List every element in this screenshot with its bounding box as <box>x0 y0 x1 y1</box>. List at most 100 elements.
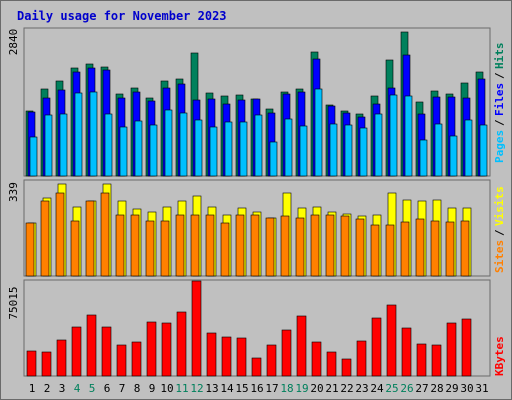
top-side-labels: Pages / Files / Hits <box>493 43 506 164</box>
top-axis-max-label: 2840 <box>7 29 20 56</box>
day-label-13: 13 <box>205 382 218 395</box>
day-label-4: 4 <box>74 382 81 395</box>
side-label-sep3: / <box>493 229 506 236</box>
sites-bar-20 <box>310 214 320 277</box>
pages-bar-23 <box>359 127 368 177</box>
sites-bar-27 <box>415 218 425 277</box>
kbytes-bar-25 <box>386 304 397 377</box>
kbytes-bar-29 <box>446 322 457 377</box>
chart-title: Daily usage for November 2023 <box>17 9 227 23</box>
kbytes-bar-16 <box>251 357 262 377</box>
sites-bar-28 <box>430 220 440 277</box>
kbytes-bar-27 <box>416 343 427 377</box>
day-label-22: 22 <box>340 382 353 395</box>
pages-bar-26 <box>404 95 413 177</box>
kbytes-bar-9 <box>146 321 157 377</box>
kbytes-bar-22 <box>341 358 352 377</box>
kbytes-bar-12 <box>191 280 202 377</box>
pages-bar-31 <box>479 124 488 177</box>
pages-bar-19 <box>299 125 308 177</box>
day-label-14: 14 <box>220 382 234 395</box>
day-label-3: 3 <box>59 382 66 395</box>
day-labels: 1 2 3 4 5 6 7 8 9 10 11 12 13 14 15 16 17 18 19 20 21 22 23 24 2… <box>29 382 489 395</box>
day-label-5: 5 <box>89 382 96 395</box>
side-label-sites: Sites <box>493 240 506 273</box>
kbytes-bar-8 <box>131 341 142 377</box>
day-label-16: 16 <box>250 382 263 395</box>
kbytes-bar-26 <box>401 327 412 377</box>
pages-bar-2 <box>44 114 53 177</box>
pages-bar-11 <box>179 112 188 177</box>
sites-bar-5 <box>85 200 95 277</box>
kbytes-bar-10 <box>161 322 172 377</box>
day-label-10: 10 <box>160 382 173 395</box>
kbytes-bar-18 <box>281 329 292 377</box>
sites-bar-9 <box>145 220 155 277</box>
day-label-23: 23 <box>355 382 368 395</box>
kbytes-bar-13 <box>206 332 217 377</box>
sites-bar-23 <box>355 218 365 277</box>
pages-bar-15 <box>239 121 248 177</box>
sites-bar-2 <box>40 200 50 277</box>
kbytes-bar-28 <box>431 344 442 377</box>
day-label-20: 20 <box>310 382 323 395</box>
sites-bar-8 <box>130 214 140 277</box>
sites-bar-16 <box>250 214 260 277</box>
mid-axis-max-label: 339 <box>7 182 20 202</box>
sites-bar-30 <box>460 220 470 277</box>
bot-axis-max-label: 75015 <box>7 286 20 319</box>
side-label-hits: Hits <box>493 43 506 70</box>
day-label-7: 7 <box>119 382 126 395</box>
day-label-19: 19 <box>295 382 308 395</box>
pages-bar-24 <box>374 113 383 177</box>
pages-bar-9 <box>149 124 158 177</box>
day-label-18: 18 <box>280 382 293 395</box>
day-label-26: 26 <box>400 382 413 395</box>
kbytes-bar-4 <box>71 326 82 377</box>
pages-bar-10 <box>164 109 173 177</box>
side-label-sep1: / <box>493 119 506 126</box>
side-label-sep2: / <box>493 72 506 79</box>
pages-bar-5 <box>89 91 98 177</box>
sites-bar-17 <box>265 217 275 277</box>
sites-bar-25 <box>385 224 395 277</box>
day-label-9: 9 <box>149 382 156 395</box>
kbytes-bar-7 <box>116 344 127 377</box>
day-label-24: 24 <box>370 382 384 395</box>
sites-bar-26 <box>400 221 410 277</box>
sites-bar-15 <box>235 214 245 277</box>
kbytes-bar-14 <box>221 336 232 377</box>
day-label-31: 31 <box>475 382 488 395</box>
kbytes-bar-21 <box>326 351 337 377</box>
pages-bar-18 <box>284 118 293 177</box>
day-label-1: 1 <box>29 382 36 395</box>
day-label-27: 27 <box>415 382 428 395</box>
kbytes-bar-15 <box>236 337 247 377</box>
day-label-21: 21 <box>325 382 338 395</box>
side-label-kbytes: KBytes <box>493 336 506 376</box>
sites-bar-22 <box>340 215 350 277</box>
sites-bar-12 <box>190 214 200 277</box>
pages-bar-12 <box>194 119 203 177</box>
day-label-28: 28 <box>430 382 443 395</box>
sites-bar-18 <box>280 215 290 277</box>
pages-bar-29 <box>449 135 458 177</box>
sites-bar-6 <box>100 192 110 277</box>
pages-bar-21 <box>329 123 338 177</box>
sites-bar-29 <box>445 221 455 277</box>
kbytes-bar-24 <box>371 317 382 377</box>
pages-bar-8 <box>134 120 143 177</box>
pages-bar-6 <box>104 113 113 177</box>
day-label-8: 8 <box>134 382 141 395</box>
sites-bar-11 <box>175 214 185 277</box>
pages-bar-22 <box>344 124 353 177</box>
mid-side-labels: Sites / Visits <box>493 186 506 273</box>
pages-bar-20 <box>314 88 323 177</box>
bars-layer <box>25 31 488 377</box>
sites-bar-7 <box>115 214 125 277</box>
day-label-15: 15 <box>235 382 248 395</box>
sites-bar-10 <box>160 220 170 277</box>
kbytes-bar-5 <box>86 314 97 377</box>
kbytes-bar-3 <box>56 339 67 377</box>
sites-bar-4 <box>70 220 80 277</box>
